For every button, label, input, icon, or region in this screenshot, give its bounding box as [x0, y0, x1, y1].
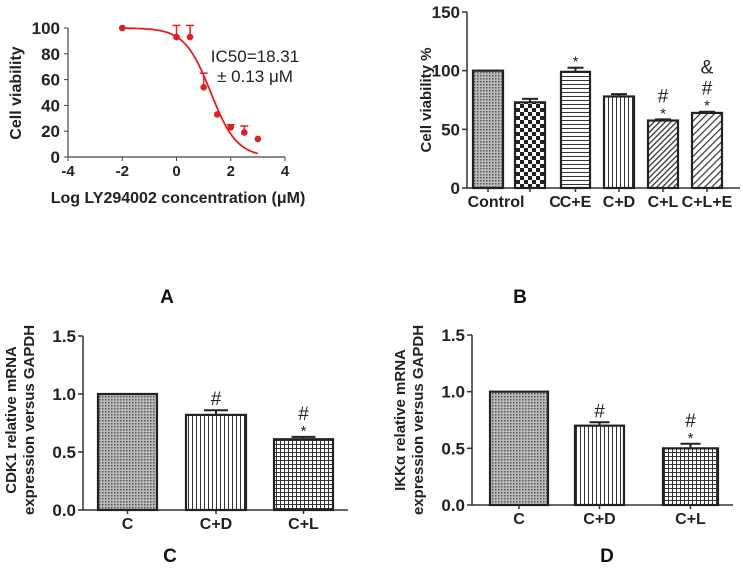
y-tick-label: 100	[432, 62, 460, 81]
bar-c-plus-e	[559, 70, 592, 190]
significance-mark: *	[688, 430, 694, 447]
y-axis-label: Cell viability	[8, 46, 25, 139]
data-point	[173, 33, 180, 41]
chart-c: 0.00.51.01.5C C+D#C+L*#CDK1 relative mRNA…	[3, 325, 348, 533]
x-tick-label: C+E	[560, 194, 592, 211]
significance-mark: *	[301, 423, 307, 440]
data-point	[213, 111, 221, 118]
x-axis-label: Log LY294002 concentration (μM)	[51, 190, 306, 207]
bar-c-plus-l	[272, 438, 335, 512]
significance-mark: #	[594, 401, 605, 422]
y-axis-label-line2: expression versus GAPDH	[410, 325, 427, 515]
x-tick-label: C	[549, 194, 561, 211]
significance-mark: *	[660, 105, 666, 122]
significance-mark: *	[573, 54, 579, 71]
significance-mark: #	[211, 389, 222, 410]
y-tick-label: 80	[41, 45, 60, 64]
significance-mark: &	[701, 58, 714, 79]
y-tick-label: 50	[441, 120, 460, 139]
significance-mark: #	[685, 411, 696, 432]
y-tick-label: 0.0	[52, 501, 76, 520]
bar-c	[96, 392, 159, 512]
y-axis-label: IKKα relative mRNAexpression versus GAPD…	[392, 325, 427, 515]
significance-mark: #	[658, 86, 669, 107]
y-tick-label: 40	[41, 96, 60, 115]
y-tick-label: 1.5	[441, 326, 465, 345]
data-point	[227, 124, 235, 131]
chart-d: 0.00.51.01.5C C+D#C+L*#IKKα relative mRNA…	[392, 325, 733, 528]
x-tick-label: C+L	[288, 516, 319, 533]
bar-c-plus-d	[184, 413, 248, 512]
x-tick-label: 4	[281, 163, 290, 180]
y-axis-label-line2: expression versus GAPDH	[21, 325, 38, 515]
panel-label-a: A	[160, 287, 174, 308]
y-tick-label: 150	[432, 3, 460, 22]
x-tick-label: 2	[227, 163, 235, 180]
bar-c	[513, 101, 547, 190]
y-axis-label-line1: CDK1 relative mRNA	[3, 346, 20, 494]
bar-c	[488, 390, 550, 507]
y-tick-label: 0.5	[441, 439, 465, 458]
ic50-error-annotation: ± 0.13 μM	[217, 67, 293, 86]
x-tick-label: C	[122, 516, 134, 533]
x-tick-label: C+D	[200, 516, 232, 533]
y-tick-label: 60	[41, 71, 60, 90]
y-axis-label: CDK1 relative mRNAexpression versus GAPD…	[3, 325, 38, 515]
data-point	[118, 24, 126, 32]
x-tick-label: C+L	[675, 511, 706, 528]
x-tick-label: C+L+E	[682, 194, 733, 211]
y-tick-label: 0.0	[441, 496, 465, 515]
y-tick-label: 0	[51, 148, 60, 167]
x-tick-label: C+D	[583, 511, 615, 528]
bar-c-plus-l	[661, 447, 720, 507]
bar-c-plus-l-plus-e	[690, 111, 724, 190]
significance-mark: #	[702, 79, 713, 100]
x-tick-label: Control	[468, 194, 525, 211]
data-point	[200, 84, 207, 91]
significance-mark: *	[704, 98, 710, 115]
bar-c-plus-d	[573, 424, 626, 507]
fit-curve	[122, 27, 259, 155]
data-point	[241, 129, 248, 136]
significance-mark: #	[298, 404, 309, 425]
x-tick-label: -4	[61, 163, 75, 180]
bar-control	[471, 69, 505, 190]
x-tick-label: 0	[172, 163, 180, 180]
panel-label-b: B	[513, 287, 527, 308]
x-tick-label: C	[513, 511, 525, 528]
y-axis-label-line1: IKKα relative mRNA	[392, 349, 409, 491]
data-point	[254, 135, 262, 143]
y-tick-label: 20	[41, 122, 60, 141]
y-tick-label: 1.0	[52, 385, 76, 404]
data-point	[186, 33, 194, 41]
y-tick-label: 1.0	[441, 383, 465, 402]
panel-label-d: D	[600, 546, 614, 567]
y-tick-label: 100	[32, 19, 60, 38]
ic50-annotation: IC50=18.31	[211, 47, 299, 66]
bar-c-plus-d	[602, 95, 636, 190]
bar-c-plus-l	[646, 119, 680, 190]
x-tick-label: -2	[116, 163, 129, 180]
y-tick-label: 0.5	[52, 443, 76, 462]
x-tick-label: C+L	[648, 194, 679, 211]
panel-label-c: C	[163, 546, 177, 567]
y-tick-label: 0	[451, 179, 460, 198]
y-tick-label: 1.5	[52, 327, 76, 346]
y-axis-label: Cell viability %	[418, 47, 435, 152]
x-tick-label: C+D	[603, 194, 635, 211]
